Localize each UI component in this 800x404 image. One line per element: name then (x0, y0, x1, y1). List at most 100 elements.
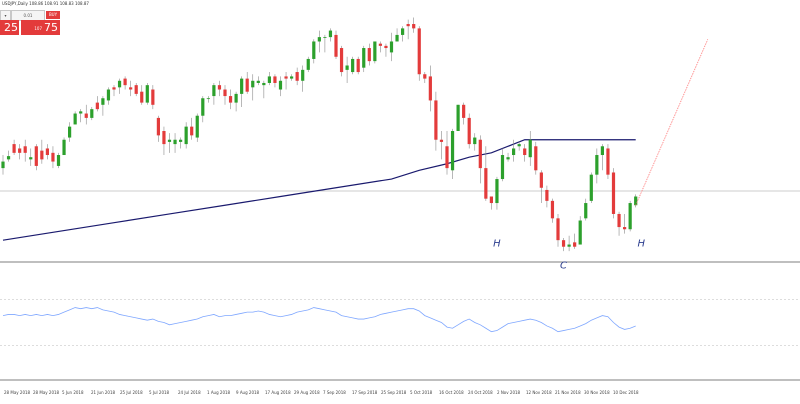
candle (512, 139, 516, 162)
sell-price: 25 (4, 21, 18, 34)
x-tick-label: 1 Aug 2018 (207, 390, 231, 395)
candle (356, 56, 360, 75)
x-tick-label: 30 Nov 2018 (584, 390, 610, 395)
candle (367, 43, 371, 66)
candle-body (534, 146, 538, 171)
x-tick-label: 24 Jul 2018 (178, 390, 201, 395)
sell-button[interactable]: 25 (0, 20, 19, 35)
candle-body (129, 87, 133, 90)
candle (506, 152, 510, 162)
candle-body (611, 172, 616, 214)
candle-body (23, 146, 27, 153)
oscillator-layer (2, 307, 636, 333)
candle (406, 19, 410, 40)
candle-body (162, 131, 166, 145)
x-tick-label: 12 Nov 2018 (526, 390, 552, 395)
candle-body (373, 41, 377, 62)
candle-body (306, 58, 310, 70)
candle-body (462, 104, 466, 118)
candle-body (201, 98, 205, 116)
candle (134, 82, 138, 97)
candle (623, 213, 627, 234)
candle-body (467, 117, 471, 145)
candle (84, 104, 88, 125)
candle (228, 89, 233, 110)
candle-body (423, 74, 427, 79)
chart-grid (0, 190, 800, 381)
candle-body (550, 200, 555, 219)
candle (123, 76, 127, 90)
candle (345, 56, 349, 83)
x-tick-label: 28 May 2018 (4, 390, 31, 395)
candle (484, 146, 488, 201)
candle (523, 144, 527, 162)
candle (589, 172, 593, 204)
candle-body (18, 148, 22, 153)
candle (556, 213, 560, 247)
candle-body (434, 100, 438, 140)
candle (473, 133, 477, 151)
candle-body (584, 203, 588, 219)
candle (240, 76, 244, 107)
candle-body (90, 109, 94, 118)
candle (550, 198, 555, 223)
candle-body (512, 148, 516, 156)
candle (73, 111, 77, 125)
candle-body (367, 48, 371, 62)
candle (117, 78, 122, 94)
candle (262, 80, 266, 99)
candle-body (356, 58, 360, 73)
buy-button[interactable]: 107 75 (21, 20, 60, 35)
candle-body (6, 156, 11, 160)
candle-body (84, 113, 88, 118)
projection-line (635, 39, 709, 206)
candle (79, 109, 83, 123)
candle-body (628, 203, 632, 230)
candle-body (184, 126, 188, 145)
candle-body (228, 96, 233, 103)
candle-body (40, 150, 44, 160)
candle (439, 131, 444, 160)
candle (417, 26, 421, 81)
candle (412, 17, 416, 33)
candle (295, 67, 299, 86)
candle-body (101, 98, 105, 105)
candle (195, 113, 199, 142)
candle-body (573, 242, 577, 247)
candle-body (95, 102, 99, 110)
candle (600, 144, 604, 171)
candle (434, 91, 438, 151)
candle (334, 30, 338, 59)
candle-body (339, 48, 344, 73)
candle (328, 28, 333, 42)
candle (389, 32, 394, 62)
candle (500, 148, 505, 182)
candle (18, 144, 22, 160)
candle (1, 155, 5, 175)
candle (362, 45, 366, 73)
candle (462, 102, 466, 125)
candle (545, 185, 549, 208)
candle-body (195, 115, 199, 138)
x-tick-label: 16 Oct 2018 (439, 390, 464, 395)
candle-body (495, 179, 499, 204)
candle-body (256, 80, 260, 83)
candle-body (406, 24, 410, 27)
x-tick-label: 5 Jul 2018 (149, 390, 170, 395)
candle-body (334, 34, 338, 57)
candle (373, 41, 377, 64)
candle-body (417, 28, 421, 75)
candle (278, 76, 283, 97)
candle (517, 141, 521, 151)
candle (145, 82, 149, 105)
candle (561, 237, 566, 252)
x-tick-label: 5 Oct 2018 (410, 390, 433, 395)
candle (12, 139, 16, 156)
x-tick-label: 2 Nov 2018 (497, 390, 521, 395)
candle-body (412, 24, 416, 29)
candle (51, 146, 55, 169)
candle-body (439, 139, 444, 142)
candle-body (34, 146, 38, 166)
